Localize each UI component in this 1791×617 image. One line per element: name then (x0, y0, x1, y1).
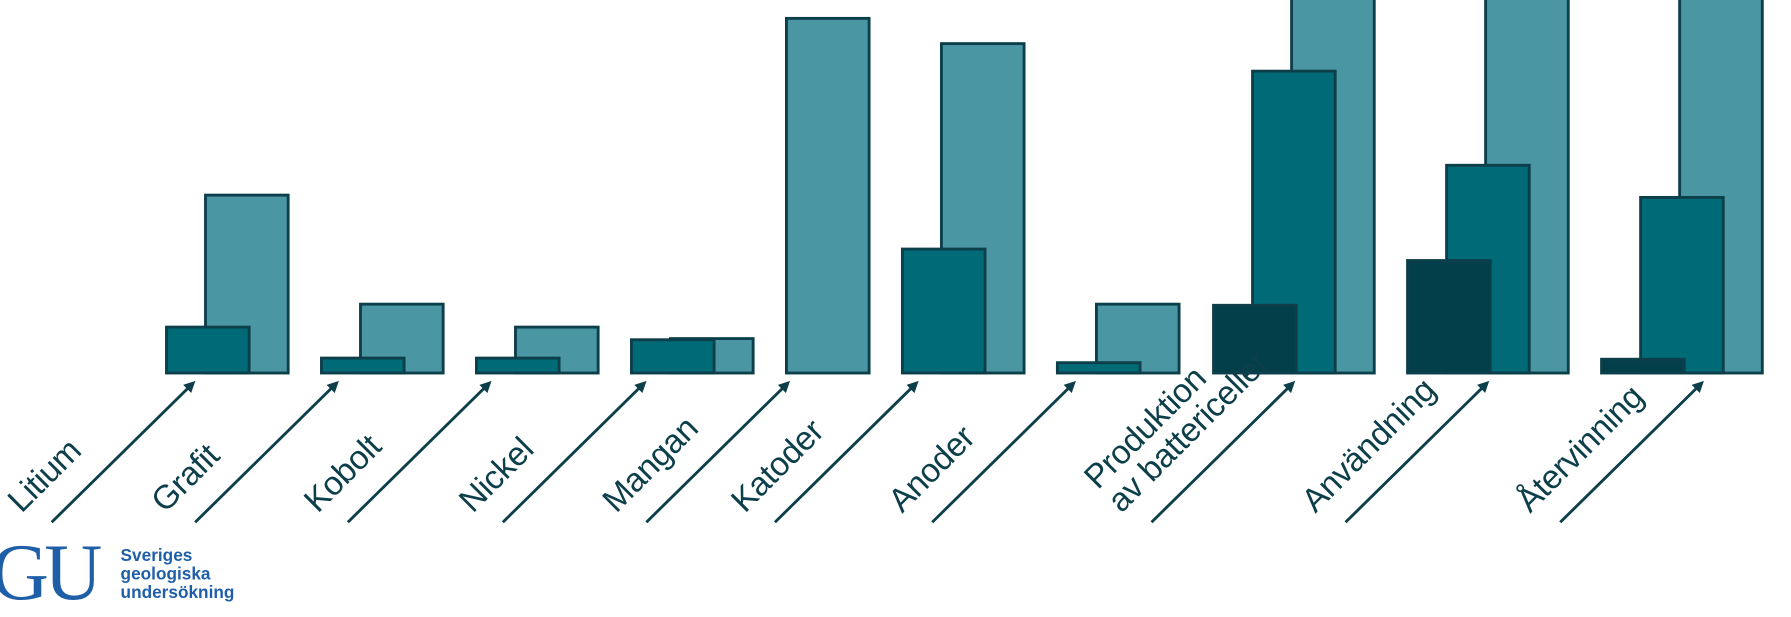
arrow (1559, 380, 1704, 524)
bar (1600, 357, 1686, 375)
arrow (346, 380, 492, 524)
arrow (931, 380, 1076, 524)
bar (1639, 195, 1725, 375)
arrow (1344, 380, 1490, 524)
bar (900, 247, 987, 375)
logo-mark: GU (0, 529, 102, 617)
arrow (645, 380, 791, 524)
logo-line: geologiska (120, 564, 211, 585)
bar (320, 356, 406, 375)
arrow (50, 380, 196, 524)
logo-text: Sveriges geologiska undersökning (121, 547, 235, 602)
bar (475, 356, 561, 375)
bar (1055, 361, 1142, 375)
bar (165, 325, 251, 375)
arrow (1150, 380, 1296, 524)
arrow (773, 380, 919, 524)
logo-line: undersökning (120, 583, 235, 603)
logo-line: Sveriges (120, 546, 193, 566)
bar (630, 338, 716, 375)
arrow (194, 380, 339, 524)
bar (784, 16, 871, 375)
arrow (501, 380, 647, 524)
bar (1212, 303, 1298, 375)
bar (1406, 259, 1492, 375)
